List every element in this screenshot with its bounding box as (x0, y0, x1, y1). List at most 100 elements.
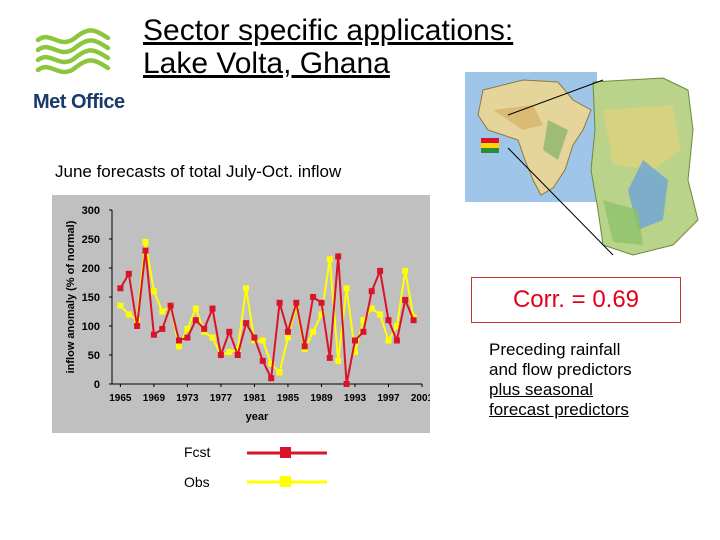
point-obs (343, 285, 350, 292)
point-obs (159, 308, 166, 315)
x-tick-label: 1993 (344, 393, 367, 404)
point-fcst (150, 331, 157, 338)
point-fcst (335, 253, 342, 260)
point-fcst (259, 357, 266, 364)
point-fcst (393, 337, 400, 344)
point-obs (310, 328, 317, 335)
point-obs (318, 311, 325, 318)
point-obs (335, 357, 342, 364)
point-fcst (343, 381, 350, 387)
point-obs (326, 256, 333, 263)
point-fcst (360, 328, 367, 335)
point-obs (402, 267, 409, 274)
x-tick-label: 1985 (277, 393, 300, 404)
point-obs (117, 302, 124, 309)
point-obs (377, 311, 384, 318)
point-fcst (184, 334, 191, 341)
point-fcst (251, 334, 258, 341)
y-tick-label: 100 (82, 321, 100, 333)
x-axis-label: year (246, 411, 269, 423)
chart-legend: Fcst Obs (52, 433, 332, 501)
point-obs (385, 337, 392, 344)
point-fcst (377, 267, 384, 274)
point-fcst (142, 247, 149, 254)
point-obs (268, 360, 275, 367)
map-image (463, 70, 720, 266)
legend-label-fcst: Fcst (184, 444, 211, 460)
x-tick-label: 1973 (176, 393, 199, 404)
point-fcst (318, 299, 325, 306)
point-obs (259, 337, 266, 344)
point-fcst (410, 317, 417, 324)
point-fcst (310, 294, 317, 300)
y-tick-label: 300 (82, 205, 100, 217)
point-fcst (326, 354, 333, 361)
point-obs (192, 305, 199, 312)
point-obs (184, 325, 191, 332)
point-fcst (352, 337, 358, 344)
point-obs (243, 285, 250, 292)
note-line-4: forecast predictors (489, 400, 629, 419)
point-obs (234, 346, 241, 353)
point-obs (142, 238, 149, 245)
point-fcst (192, 317, 199, 324)
point-fcst (117, 285, 124, 292)
point-obs (125, 311, 132, 318)
point-fcst (268, 375, 275, 382)
logo-waves-icon (35, 28, 111, 75)
point-obs (368, 305, 375, 312)
point-fcst (134, 323, 141, 329)
point-fcst (167, 302, 174, 309)
point-obs (284, 334, 291, 341)
x-tick-label: 1989 (310, 393, 333, 404)
point-fcst (217, 352, 224, 358)
point-obs (209, 334, 216, 341)
point-fcst (201, 325, 208, 332)
title-line-2: Lake Volta, Ghana (143, 47, 390, 80)
legend-marker-obs (280, 476, 291, 487)
point-fcst (243, 320, 250, 327)
point-fcst (368, 288, 375, 295)
chart-subtitle: June forecasts of total July-Oct. inflow (55, 162, 342, 181)
series-line-fcst (119, 250, 415, 385)
point-fcst (301, 343, 308, 350)
y-axis-label: inflow anomaly (% of normal) (65, 220, 77, 373)
point-fcst (125, 270, 132, 277)
point-fcst (276, 299, 283, 306)
predictor-notes: Preceding rainfall and flow predictors p… (489, 340, 689, 420)
y-tick-label: 250 (82, 234, 100, 246)
point-obs (352, 349, 358, 356)
title-line-1: Sector specific applications: (143, 14, 514, 47)
point-obs (150, 288, 157, 295)
x-tick-label: 1981 (243, 393, 266, 404)
met-office-logo (30, 28, 125, 118)
y-tick-label: 200 (82, 263, 100, 275)
logo-text: Met Office (33, 91, 125, 113)
point-obs (360, 317, 367, 324)
x-tick-label: 1969 (143, 393, 166, 404)
slide-title: Sector specific applications: Lake Volta… (143, 14, 513, 80)
x-tick-label: 2001 (411, 393, 430, 404)
point-fcst (209, 305, 216, 312)
point-obs (226, 349, 233, 356)
point-fcst (234, 352, 241, 358)
legend-label-obs: Obs (184, 474, 210, 490)
point-fcst (226, 328, 233, 335)
x-tick-label: 1965 (109, 393, 132, 404)
y-tick-label: 150 (82, 292, 100, 304)
point-fcst (385, 317, 392, 324)
note-line-3: plus seasonal (489, 380, 593, 399)
chart-panel: 0 50 100 150 200 250 300 1965 1969 1973 1977 1981 19… (52, 195, 434, 433)
point-fcst (402, 296, 409, 303)
y-tick-label: 50 (88, 350, 100, 362)
point-obs (276, 369, 283, 376)
note-line-1: Preceding rainfall (489, 340, 621, 359)
inflow-chart: 0 50 100 150 200 250 300 1965 1969 1973 1977 1981 19… (65, 205, 434, 423)
point-fcst (159, 325, 166, 332)
point-fcst (293, 299, 300, 306)
y-tick-label: 0 (94, 379, 100, 391)
note-line-2: and flow predictors (489, 360, 632, 379)
x-tick-label: 1977 (210, 393, 233, 404)
point-obs (393, 323, 400, 329)
legend-marker-fcst (280, 447, 291, 458)
